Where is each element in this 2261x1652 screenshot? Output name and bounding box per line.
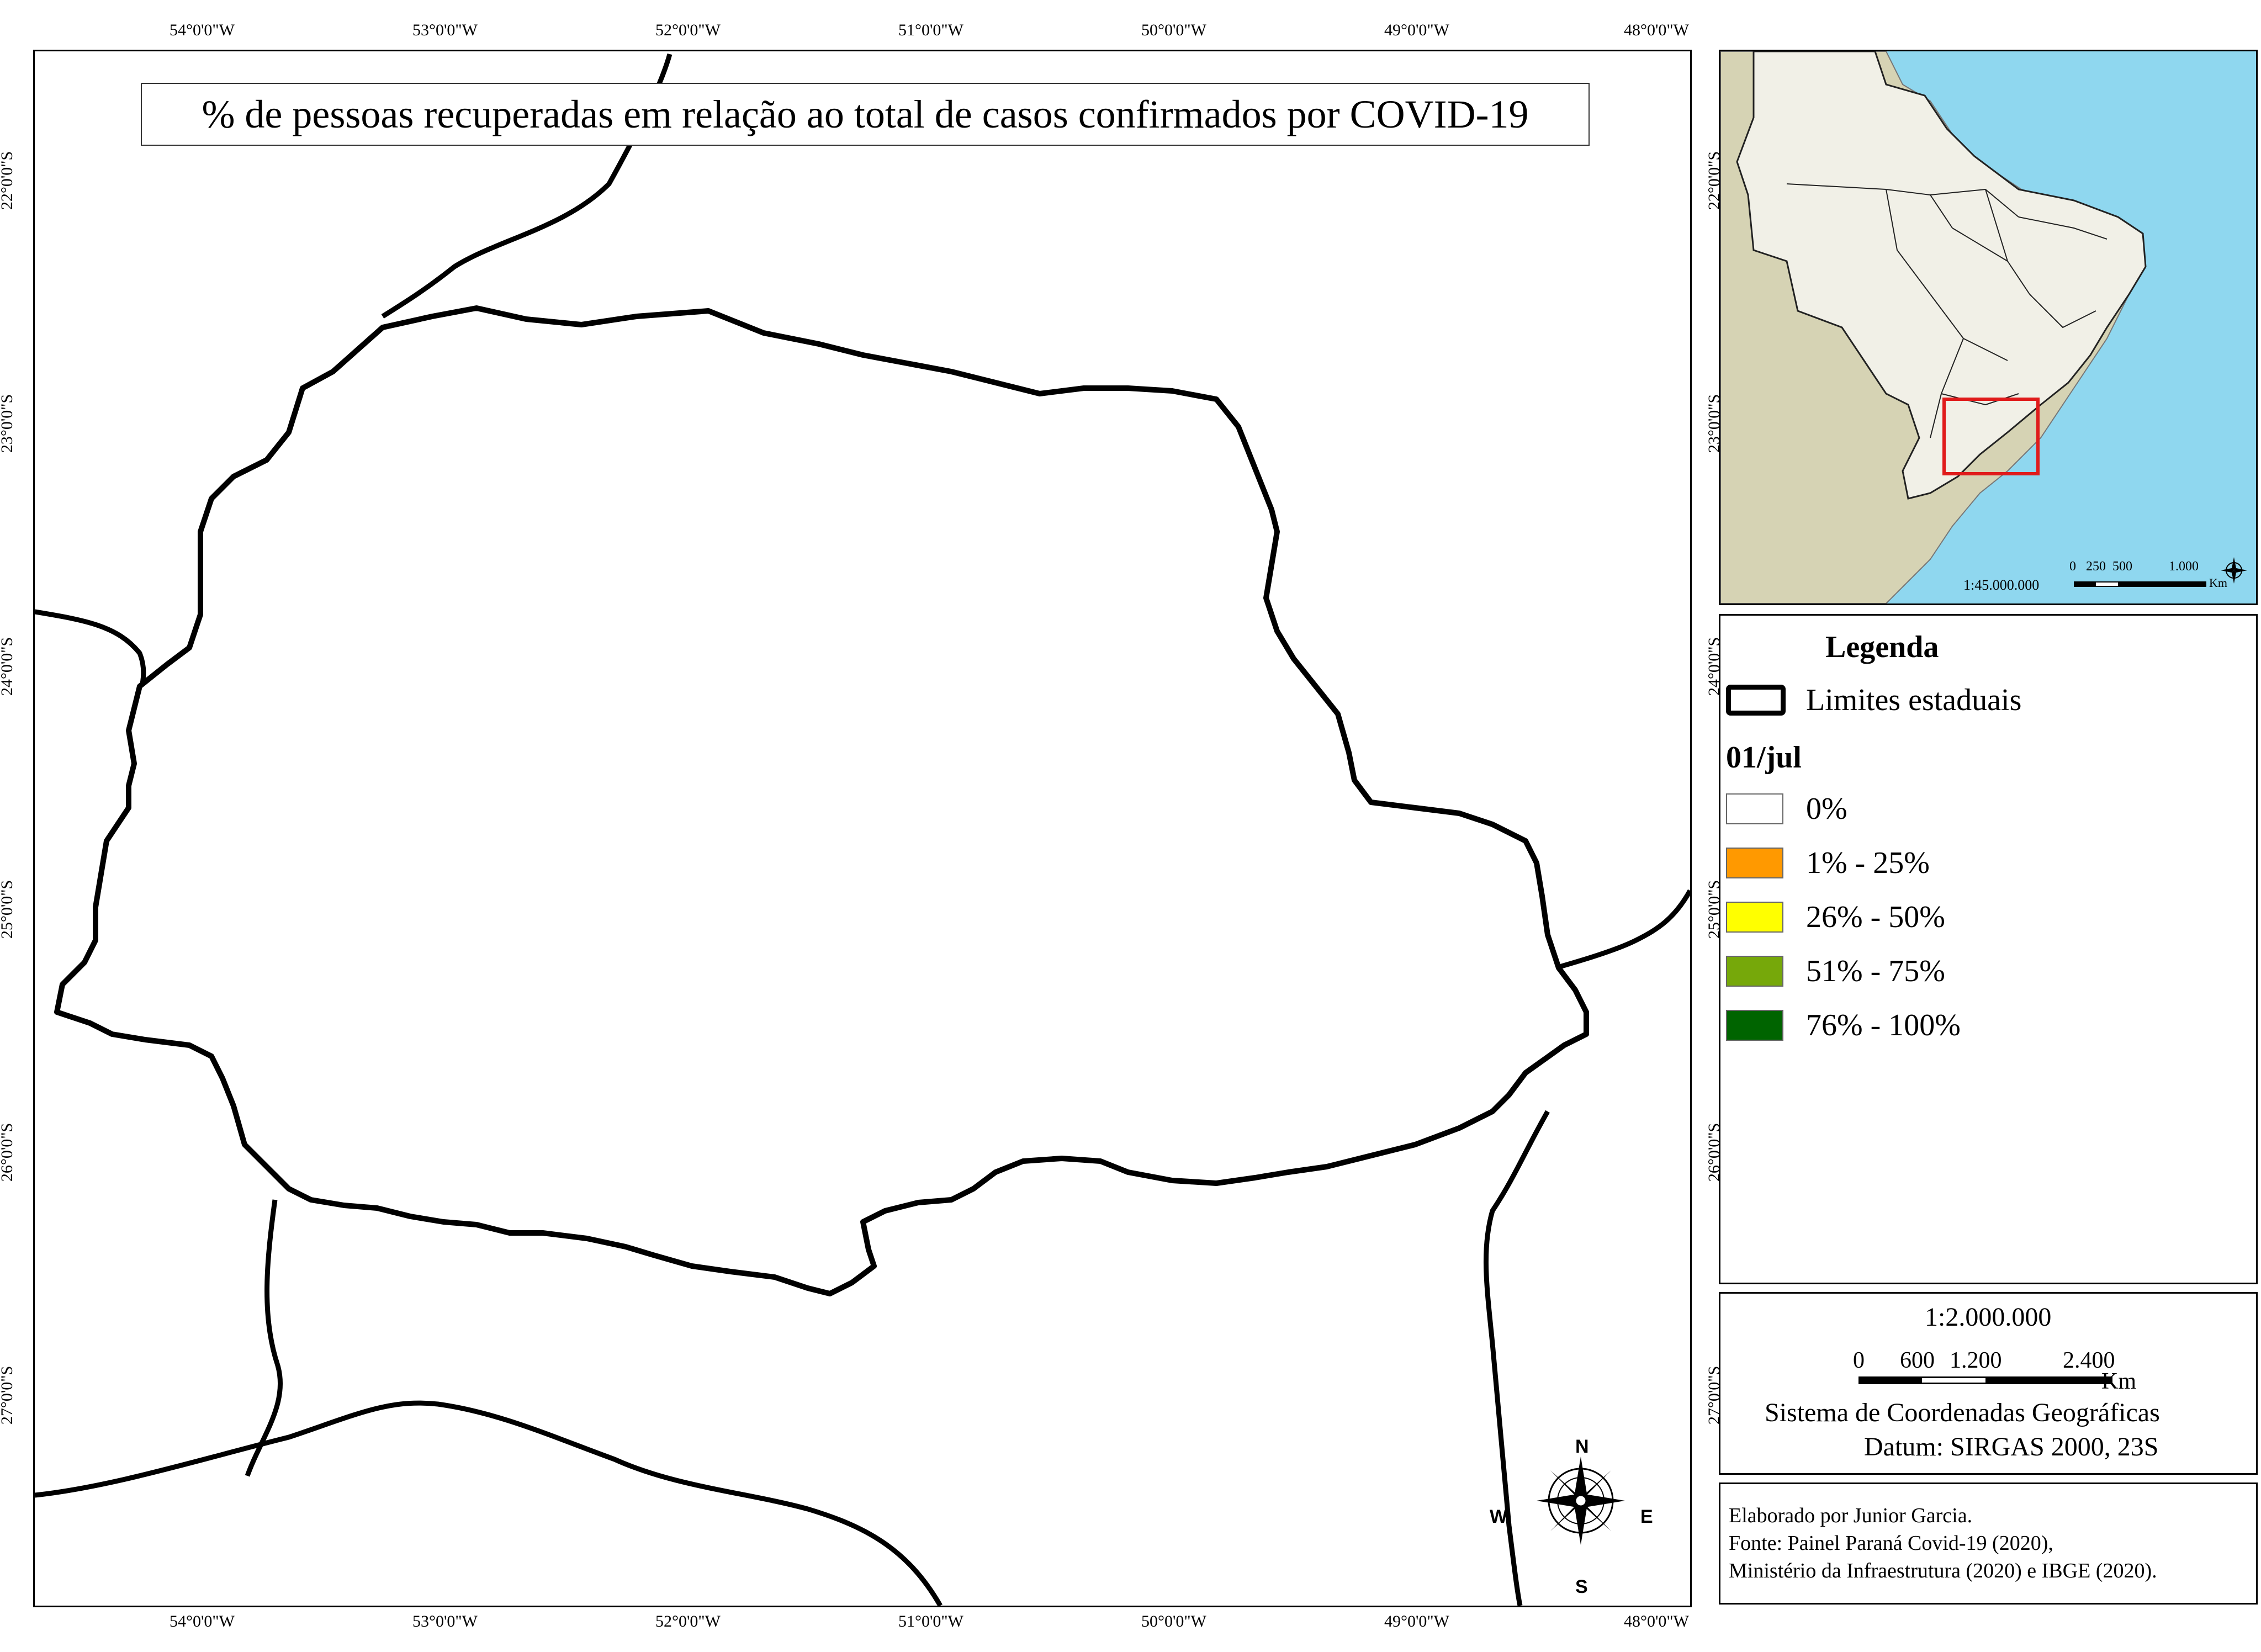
inset-north-arrow-icon: [2221, 557, 2247, 584]
boundary-sc-coast: [1483, 1110, 1550, 1606]
scalebar-label-2400: 2.400: [2063, 1348, 2115, 1373]
south-label: S: [1575, 1576, 1588, 1597]
scalebar-label-600: 600: [1900, 1348, 1935, 1373]
credit-source-2: Ministério da Infraestrutura (2020) e IB…: [1729, 1559, 2157, 1582]
scale-panel: 1:2.000.000 0 600 1.200 2.400 Km Sistema…: [1719, 1292, 2258, 1475]
brazil: [1736, 51, 2147, 500]
parana-choropleth: [35, 53, 1690, 1606]
parana-state: [57, 305, 1658, 1299]
inset-map: 1:45.000.000 0 250 500 1.000 Km: [1719, 50, 2258, 605]
lon-tick-top-54: 54°0'0"W: [170, 21, 235, 39]
credit-author: Elaborado por Junior Garcia.: [1729, 1504, 1973, 1527]
inset-scalebar-label-0: 0: [2069, 559, 2076, 574]
legend-label-76-100: 76% - 100%: [1806, 1008, 1961, 1042]
inset-scalebar-black-2: [2118, 581, 2206, 587]
lat-tick-left-26: 26°0'0"S: [0, 1122, 17, 1182]
inset-scale-ratio: 1:45.000.000: [1963, 577, 2040, 593]
legend-swatch-51-75: [1726, 956, 1783, 987]
inset-scale-unit: Km: [2209, 576, 2227, 590]
scalebar: [1858, 1376, 2112, 1384]
lat-tick-left-22: 22°0'0"S: [0, 151, 17, 210]
lon-tick-top-48: 48°0'0"W: [1624, 21, 1689, 39]
map-title: % de pessoas recuperadas em relação ao t…: [141, 83, 1590, 146]
inset-scalebar-label-500: 500: [2112, 559, 2132, 574]
west-label: W: [1490, 1506, 1508, 1527]
inset-scalebar-label-1000: 1.000: [2169, 559, 2199, 574]
north-arrow-icon: [1537, 1457, 1625, 1545]
scalebar-label-1200: 1.200: [1950, 1348, 2002, 1373]
inset-scalebar-white: [2096, 583, 2118, 586]
legend-date: 01/jul: [1726, 740, 1802, 775]
legend-label-0: 0%: [1806, 792, 1847, 826]
legend-swatch-0: [1726, 793, 1783, 824]
boundary-ms-west: [35, 609, 146, 709]
legend-label-1-25: 1% - 25%: [1806, 846, 1930, 880]
scalebar-white-segment: [1922, 1378, 1985, 1383]
boundary-sc-rs: [35, 1400, 942, 1606]
lon-tick-top-49: 49°0'0"W: [1384, 21, 1449, 39]
state-boundaries: [35, 53, 1690, 1606]
parana-highlight-box: [1942, 398, 2040, 475]
datum: Datum: SIRGAS 2000, 23S: [1864, 1432, 2159, 1462]
credits-panel: Elaborado por Junior Garcia. Fonte: Pain…: [1719, 1482, 2258, 1605]
legend-label-51-75: 51% - 75%: [1806, 954, 1945, 988]
lat-tick-left-24: 24°0'0"S: [0, 637, 17, 696]
lon-tick-top-51: 51°0'0"W: [898, 21, 963, 39]
lon-tick-bottom-50: 50°0'0"W: [1141, 1612, 1206, 1630]
coordinate-system: Sistema de Coordenadas Geográficas: [1765, 1398, 2160, 1427]
lon-tick-bottom-48: 48°0'0"W: [1624, 1612, 1689, 1630]
lat-tick-left-23: 23°0'0"S: [0, 394, 17, 453]
lon-tick-top-50: 50°0'0"W: [1141, 21, 1206, 39]
legend-label-boundary: Limites estaduais: [1806, 683, 2022, 717]
boundary-sc-west: [245, 1199, 283, 1477]
legend-swatch-76-100: [1726, 1010, 1783, 1041]
inset-scalebar-label-250: 250: [2086, 559, 2106, 574]
legend-title: Legenda: [1825, 630, 1939, 664]
boundary-sp-coast: [1535, 889, 1690, 976]
east-label: E: [1640, 1506, 1653, 1527]
lon-tick-bottom-53: 53°0'0"W: [412, 1612, 478, 1630]
legend-swatch-26-50: [1726, 902, 1783, 933]
lat-tick-left-25: 25°0'0"S: [0, 880, 17, 939]
lon-tick-bottom-52: 52°0'0"W: [655, 1612, 721, 1630]
legend-swatch-boundary: [1726, 685, 1786, 716]
lon-tick-bottom-49: 49°0'0"W: [1384, 1612, 1449, 1630]
legend-panel: Legenda Limites estaduais 01/jul 0% 1% -…: [1719, 614, 2258, 1284]
scalebar-unit: Km: [2101, 1369, 2136, 1394]
legend-swatch-1-25: [1726, 848, 1783, 878]
lon-tick-bottom-51: 51°0'0"W: [898, 1612, 963, 1630]
main-map: N S E W: [33, 50, 1692, 1607]
lon-tick-top-52: 52°0'0"W: [655, 21, 721, 39]
lon-tick-top-53: 53°0'0"W: [412, 21, 478, 39]
legend-label-26-50: 26% - 50%: [1806, 900, 1945, 934]
south-america-locator: [1720, 51, 2256, 603]
scale-ratio: 1:2.000.000: [1925, 1302, 2052, 1332]
scalebar-label-0: 0: [1853, 1348, 1865, 1373]
credit-source-1: Fonte: Painel Paraná Covid-19 (2020),: [1729, 1532, 2053, 1555]
lat-tick-left-27: 27°0'0"S: [0, 1365, 17, 1425]
lon-tick-bottom-54: 54°0'0"W: [170, 1612, 235, 1630]
parana-border: [57, 308, 1586, 1294]
north-label: N: [1575, 1436, 1589, 1457]
